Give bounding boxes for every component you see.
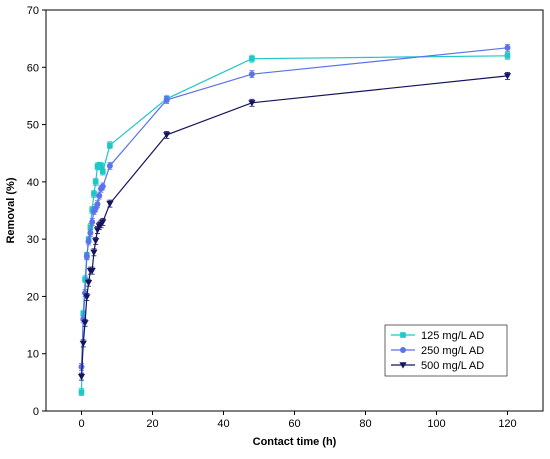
y-tick-label: 60 <box>27 62 39 74</box>
data-point <box>81 320 89 327</box>
legend-marker <box>399 362 407 369</box>
legend-label: 250 mg/L AD <box>421 345 484 357</box>
data-point <box>79 340 87 348</box>
y-tick-label: 30 <box>27 234 39 246</box>
legend-label: 500 mg/L AD <box>421 360 484 372</box>
data-point <box>92 179 99 185</box>
x-tick-label: 60 <box>288 418 300 430</box>
data-point <box>100 168 106 175</box>
data-point <box>107 142 113 148</box>
data-point <box>96 192 103 199</box>
data-point <box>77 373 86 381</box>
data-point <box>163 96 170 103</box>
x-tick-label: 20 <box>146 418 158 430</box>
data-point <box>82 276 88 283</box>
ticks-layer: 0 20 40 60 80 100 120 0 10 20 30 40 50 60 70 <box>27 5 517 430</box>
data-point <box>92 238 100 245</box>
data-point <box>87 229 94 236</box>
series-layer <box>77 43 512 396</box>
legend: 125 mg/L AD 250 mg/L AD 500 mg/L AD <box>384 324 508 377</box>
data-point <box>85 279 93 287</box>
data-point <box>99 219 107 226</box>
series-3 <box>77 71 512 381</box>
data-point <box>90 249 98 256</box>
data-point <box>248 100 256 107</box>
data-point <box>248 71 255 78</box>
data-point <box>94 201 101 208</box>
data-point <box>89 218 96 225</box>
data-point <box>504 53 511 59</box>
x-tick-label: 100 <box>427 418 445 430</box>
series-2 <box>78 43 511 371</box>
x-tick-label: 0 <box>78 418 84 430</box>
data-point <box>99 183 106 190</box>
data-point <box>503 73 512 80</box>
legend-marker <box>400 347 406 353</box>
data-point <box>83 294 91 301</box>
y-tick-label: 10 <box>27 349 39 361</box>
data-point <box>88 267 96 275</box>
data-point <box>87 224 94 230</box>
y-tick-label: 70 <box>27 5 39 17</box>
data-point <box>504 44 511 51</box>
x-tick-label: 120 <box>498 418 516 430</box>
data-point <box>83 253 90 260</box>
y-tick-label: 40 <box>27 177 39 189</box>
data-point <box>85 238 92 245</box>
legend-label: 125 mg/L AD <box>421 330 484 342</box>
x-axis-title: Contact time (h) <box>253 436 337 448</box>
data-point <box>78 389 85 395</box>
data-point <box>106 162 113 169</box>
data-point <box>98 163 104 169</box>
y-axis-title: Removal (%) <box>5 177 17 243</box>
data-point <box>91 191 97 197</box>
x-tick-label: 40 <box>217 418 229 430</box>
x-tick-label: 80 <box>359 418 371 430</box>
data-point <box>106 200 114 208</box>
y-tick-label: 20 <box>27 291 39 303</box>
y-tick-label: 50 <box>27 120 39 132</box>
legend-marker <box>400 332 406 338</box>
data-point <box>249 55 255 62</box>
y-tick-label: 0 <box>33 406 39 418</box>
data-point <box>163 132 171 139</box>
